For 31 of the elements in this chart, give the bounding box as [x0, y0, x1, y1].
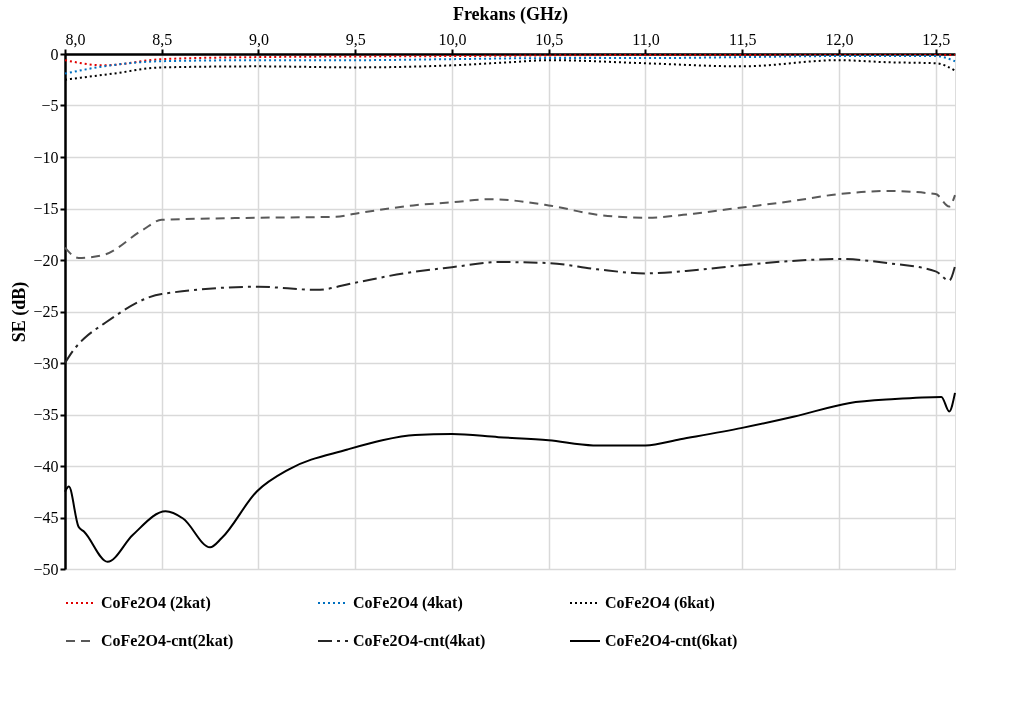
line-series [64, 189, 956, 259]
legend-label: CoFe2O4-cnt(2kat) [101, 632, 234, 650]
x-tick-label: 8,0 [65, 30, 86, 48]
y-tick-label: −20 [33, 251, 59, 269]
x-tick-label: 10,5 [535, 30, 564, 48]
x-tick-label: 10,0 [438, 30, 467, 48]
y-tick-label: 0 [50, 45, 59, 63]
x-tick-label: 11,5 [728, 30, 757, 48]
line-series [64, 257, 956, 364]
y-tick-label: −35 [33, 406, 59, 423]
x-tick-label: 8,5 [152, 30, 173, 48]
x-tick-label: 9,0 [248, 30, 269, 48]
legend-label: CoFe2O4 (2kat) [101, 594, 211, 612]
x-tick-label: 9,5 [345, 30, 366, 48]
x-tick-label: 11,0 [632, 30, 660, 48]
y-tick-label: −25 [33, 303, 59, 320]
y-tick-label: −30 [33, 354, 59, 372]
y-tick-label: −5 [41, 97, 59, 114]
legend-label: CoFe2O4 (6kat) [605, 594, 715, 612]
legend-label: CoFe2O4-cnt(6kat) [605, 632, 738, 650]
y-axis-title: SE (dB) [9, 281, 31, 343]
legend-label: CoFe2O4 (4kat) [353, 594, 463, 612]
x-axis-title: Frekans (GHz) [452, 3, 569, 25]
y-tick-label: −10 [33, 148, 59, 166]
y-tick-label: −45 [33, 509, 59, 526]
x-tick-label: 12,5 [922, 30, 951, 48]
x-tick-label: 12,0 [825, 30, 854, 48]
y-tick-label: −15 [33, 200, 59, 217]
legend-label: CoFe2O4-cnt(4kat) [353, 632, 486, 650]
y-tick-label: −40 [33, 457, 59, 475]
y-tick-label: −50 [33, 560, 59, 578]
